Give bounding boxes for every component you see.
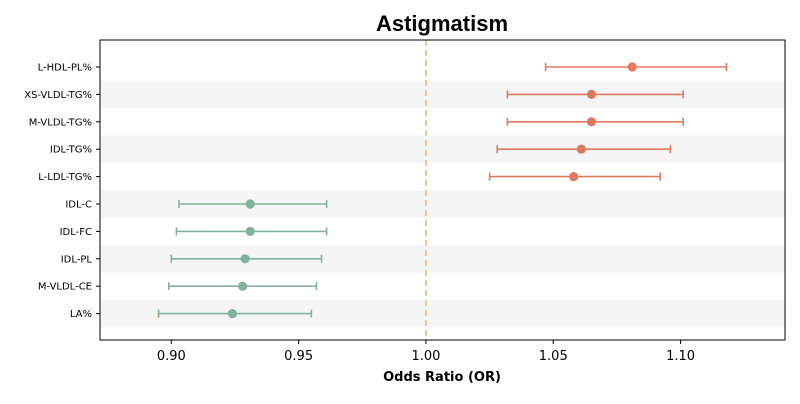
- y-axis-ticks: L-HDL-PL% XS-VLDL-TG% M-VLDL-TG% IDL-TG% L-L…: [24, 63, 100, 320]
- or-point: [569, 172, 579, 182]
- or-point: [576, 144, 586, 154]
- y-tick-label: IDL-FC: [60, 227, 92, 238]
- y-tick-label: IDL-TG%: [50, 145, 92, 156]
- or-point: [586, 117, 597, 127]
- x-axis-ticks: 0.90 0.95 1.00 1.05 1.10: [157, 340, 695, 364]
- y-tick-label: M-VLDL-CE: [38, 282, 92, 293]
- y-tick-label: IDL-C: [65, 200, 92, 211]
- or-point: [586, 89, 597, 99]
- x-tick-label: 1.05: [539, 349, 568, 364]
- y-tick-label: L-HDL-PL%: [38, 63, 92, 74]
- or-point: [245, 226, 255, 236]
- or-point: [227, 309, 238, 319]
- row-band: [100, 135, 785, 163]
- data-marks: [157, 62, 728, 319]
- y-tick-label: M-VLDL-TG%: [29, 117, 92, 128]
- y-tick-label: LA%: [70, 309, 92, 320]
- axes-frame: [99, 39, 786, 341]
- x-tick-label: 1.00: [411, 349, 440, 364]
- y-tick-label: L-LDL-TG%: [38, 172, 92, 183]
- x-tick-label: 0.95: [284, 349, 313, 364]
- or-point: [238, 281, 248, 291]
- or-point: [245, 199, 255, 209]
- x-axis-label: Odds Ratio (OR): [383, 370, 501, 385]
- y-tick-label: XS-VLDL-TG%: [24, 90, 92, 101]
- or-point: [627, 62, 637, 72]
- chart-title: Astigmatism: [376, 11, 508, 36]
- x-tick-label: 0.90: [157, 349, 186, 364]
- or-point: [240, 254, 250, 264]
- y-tick-label: IDL-PL: [61, 254, 93, 265]
- x-tick-label: 1.10: [666, 349, 695, 364]
